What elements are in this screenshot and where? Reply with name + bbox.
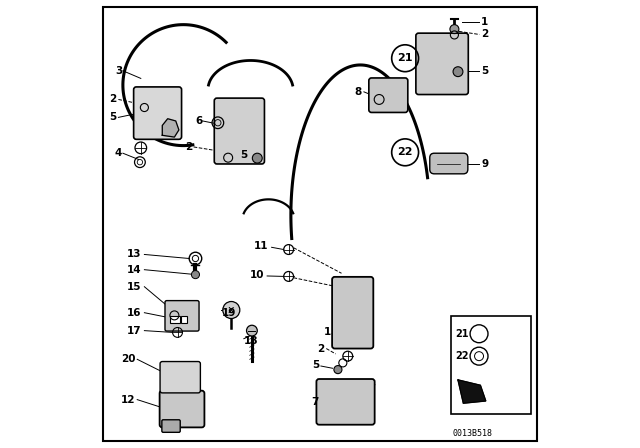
FancyBboxPatch shape — [430, 153, 468, 174]
Text: 14: 14 — [127, 265, 141, 275]
Text: x: x — [228, 305, 235, 315]
Text: 19: 19 — [221, 308, 236, 318]
Text: 5: 5 — [109, 112, 116, 122]
Text: 17: 17 — [127, 326, 141, 336]
FancyBboxPatch shape — [214, 98, 264, 164]
Text: 22: 22 — [397, 147, 413, 157]
FancyBboxPatch shape — [165, 301, 199, 331]
Text: 18: 18 — [244, 336, 259, 346]
Circle shape — [223, 302, 240, 319]
Circle shape — [252, 153, 262, 163]
Text: 0013B518: 0013B518 — [452, 429, 492, 438]
Bar — [451, 316, 531, 414]
Text: 15: 15 — [127, 282, 141, 292]
FancyBboxPatch shape — [369, 78, 408, 112]
Circle shape — [334, 366, 342, 374]
FancyBboxPatch shape — [162, 420, 180, 432]
Text: 10: 10 — [250, 270, 264, 280]
Text: 9: 9 — [481, 159, 488, 168]
FancyBboxPatch shape — [134, 87, 182, 139]
Polygon shape — [163, 119, 179, 137]
Text: 16: 16 — [127, 308, 141, 318]
Circle shape — [453, 67, 463, 77]
FancyBboxPatch shape — [160, 362, 200, 393]
Bar — [181, 316, 188, 323]
Polygon shape — [458, 380, 486, 403]
Text: 2: 2 — [317, 344, 324, 353]
Circle shape — [191, 271, 200, 279]
Text: 20: 20 — [121, 354, 136, 364]
FancyBboxPatch shape — [416, 33, 468, 95]
Text: 13: 13 — [127, 250, 141, 259]
FancyBboxPatch shape — [159, 391, 204, 427]
Text: 1: 1 — [481, 17, 488, 26]
Text: 7: 7 — [312, 397, 319, 407]
Text: 21: 21 — [397, 53, 413, 63]
Text: 12: 12 — [121, 395, 136, 405]
Text: 21: 21 — [455, 329, 468, 339]
Text: 3: 3 — [115, 66, 122, 76]
Text: 11: 11 — [254, 241, 269, 251]
Bar — [170, 316, 180, 323]
Text: 5: 5 — [240, 150, 248, 159]
Text: 2: 2 — [109, 95, 116, 104]
Text: 4: 4 — [115, 148, 122, 158]
Text: 5: 5 — [481, 66, 488, 76]
FancyBboxPatch shape — [316, 379, 374, 425]
Circle shape — [450, 25, 459, 34]
Text: 22: 22 — [455, 351, 468, 361]
FancyBboxPatch shape — [332, 277, 373, 349]
Text: 6: 6 — [195, 116, 203, 126]
Text: 2: 2 — [481, 30, 488, 39]
Text: 2: 2 — [186, 142, 193, 152]
Text: 1: 1 — [323, 327, 331, 337]
Text: 5: 5 — [312, 360, 319, 370]
Circle shape — [246, 325, 257, 336]
Text: 8: 8 — [354, 87, 361, 97]
